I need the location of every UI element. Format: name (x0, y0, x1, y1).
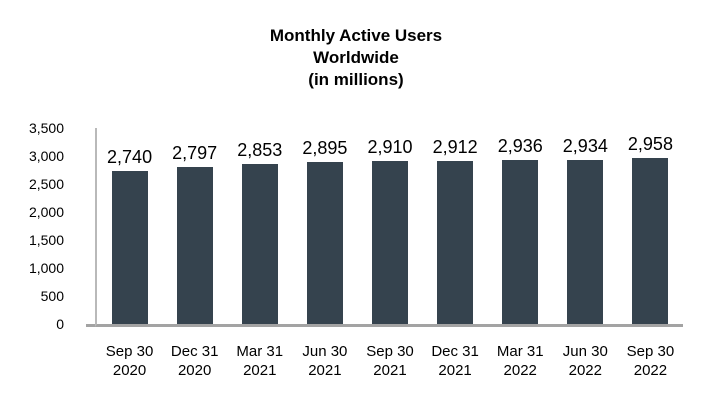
bar-value-label: 2,934 (562, 135, 608, 156)
bar-value-label: 2,740 (107, 146, 153, 167)
y-axis: 0 500 1,000 1,500 2,000 2,500 3,000 3,500 (0, 120, 95, 332)
x-tick-year: 2020 (112, 362, 147, 379)
bar-cell: 2,912 (423, 137, 488, 324)
bar (567, 159, 604, 324)
bar-value-label: 2,910 (367, 137, 413, 157)
x-tick-date: Mar 31 (496, 343, 544, 360)
chart-body: 0 500 1,000 1,500 2,000 2,500 3,000 3,500 2,740… (0, 120, 712, 332)
x-axis: Sep 30 2020 Dec 31 2020 Mar 31 2021 Jun 30 2021… (97, 327, 683, 380)
bar (176, 167, 213, 324)
x-tick-date: Jun 30 (302, 343, 348, 360)
bar-cell: 2,936 (488, 136, 553, 324)
bar-cell: 2,797 (162, 143, 227, 324)
x-tick-label: Jun 30 2022 (553, 342, 618, 380)
x-tick-label: Mar 31 2021 (227, 342, 292, 380)
x-tick-date: Dec 31 (431, 343, 479, 360)
chart-title: Monthly Active Users Worldwide (in milli… (0, 25, 712, 91)
y-tick-label: 3,000 (28, 148, 64, 164)
chart-title-line-3: (in millions) (308, 70, 404, 89)
y-tick-label: 0 (56, 316, 64, 332)
bar-cell: 2,958 (618, 134, 683, 324)
bar (241, 164, 278, 324)
bar-value-label: 2,797 (172, 143, 218, 164)
x-tick-label: Sep 30 2020 (97, 342, 162, 380)
bar (502, 159, 539, 324)
chart-title-line-1: Monthly Active Users (269, 26, 443, 45)
x-tick-label: Dec 31 2020 (162, 342, 227, 380)
x-tick-year: 2021 (373, 362, 407, 379)
bar (632, 158, 669, 324)
x-tick-date: Jun 30 (562, 343, 608, 360)
bar (371, 161, 408, 324)
x-tick-year: 2021 (308, 362, 342, 379)
bar (111, 170, 148, 324)
chart-title-line-2: Worldwide (313, 48, 399, 67)
bar-cell: 2,740 (97, 147, 162, 324)
x-tick-label: Dec 31 2021 (423, 342, 488, 380)
bar-value-label: 2,936 (497, 135, 543, 156)
x-tick-label: Sep 30 2022 (618, 342, 683, 380)
bar-cell: 2,934 (553, 136, 618, 324)
y-tick-label: 2,500 (28, 176, 64, 192)
bar-cell: 2,895 (292, 138, 357, 324)
bar (306, 161, 343, 324)
bar-value-label: 2,895 (302, 137, 348, 158)
x-tick-label: Jun 30 2021 (292, 342, 357, 380)
bar-value-label: 2,912 (432, 136, 478, 157)
y-tick-label: 1,000 (28, 260, 64, 276)
plot-area: 2,740 2,797 2,853 2,895 2,910 2,912 2,936 2,934… (86, 128, 683, 327)
x-tick-year: 2022 (568, 362, 602, 379)
x-tick-date: Dec 31 (170, 343, 219, 360)
x-tick-date: Sep 30 (626, 343, 675, 360)
bar-value-label: 2,958 (627, 134, 673, 155)
x-tick-year: 2021 (438, 362, 472, 379)
bar-cell: 2,853 (227, 140, 292, 324)
x-tick-date: Mar 31 (236, 343, 284, 360)
x-tick-label: Mar 31 2022 (488, 342, 553, 380)
x-tick-year: 2021 (243, 362, 277, 379)
bar-cell: 2,910 (357, 137, 422, 324)
x-tick-label: Sep 30 2021 (357, 342, 422, 380)
x-tick-date: Sep 30 (105, 343, 154, 360)
x-tick-year: 2020 (177, 362, 212, 379)
bar-value-label: 2,853 (237, 140, 283, 161)
x-tick-year: 2022 (633, 362, 668, 379)
y-tick-label: 1,500 (28, 232, 64, 248)
y-tick-label: 500 (40, 288, 64, 304)
y-tick-label: 2,000 (28, 204, 64, 220)
x-tick-year: 2022 (503, 362, 537, 379)
x-tick-date: Sep 30 (366, 343, 414, 360)
bar (437, 160, 474, 324)
y-tick-label: 3,500 (28, 120, 64, 136)
